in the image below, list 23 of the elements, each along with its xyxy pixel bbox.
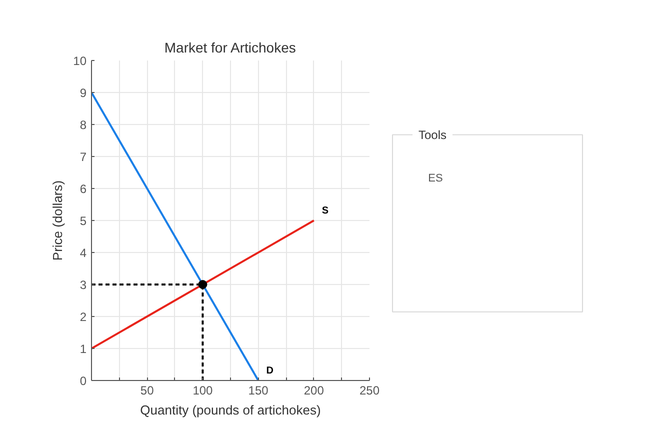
y-axis-title: Price (dollars) [50,180,66,261]
x-tick-label: 250 [359,384,380,398]
text: ES [428,172,443,184]
x-tick-label: 50 [140,384,154,398]
x-tick-label: 100 [192,384,214,398]
series-label: S [322,206,329,216]
x-tick-label: 200 [304,384,324,398]
y-tick-label: 10 [73,54,87,68]
text: Tools [418,128,447,142]
y-tick-label: 9 [80,86,87,100]
x-axis-title: Quantity (pounds of artichokes) [140,402,321,418]
y-tick-label: 0 [80,374,87,388]
y-tick-label: 8 [80,118,87,132]
y-tick-label: 7 [80,150,87,164]
y-tick-label: 5 [80,214,87,228]
x-tick-label: 150 [248,384,269,398]
series-label: D [266,366,274,376]
chart-title: Market for Artichokes [164,40,296,56]
y-tick-label: 6 [80,182,87,196]
y-tick-label: 2 [80,310,87,324]
y-tick-label: 3 [80,278,87,292]
y-tick-label: 1 [80,342,87,356]
y-tick-label: 4 [80,246,87,260]
